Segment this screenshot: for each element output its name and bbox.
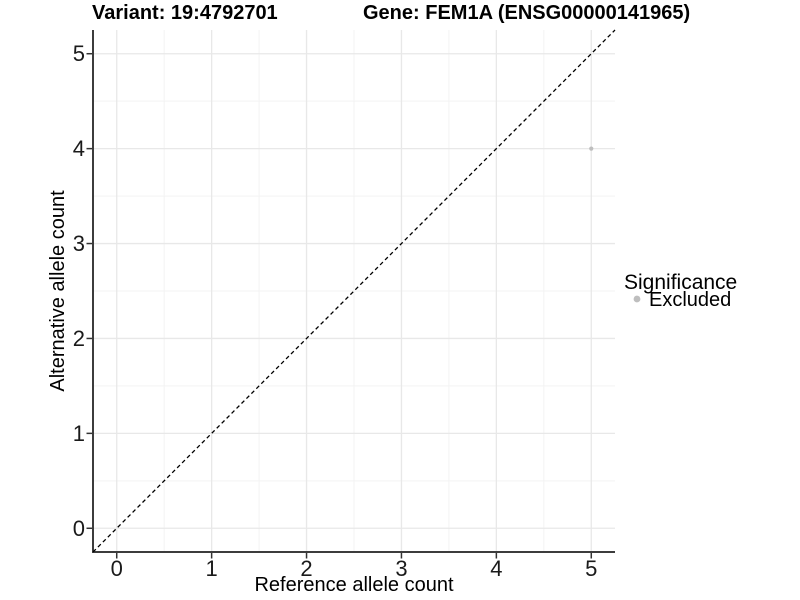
y-tick-label: 5 [73, 41, 85, 66]
y-tick-label: 2 [73, 326, 85, 351]
grid-minor [93, 30, 615, 552]
plot-title-variant: Variant: 19:4792701 [92, 2, 278, 24]
legend-title: Significance [624, 271, 737, 294]
axis-ticks [86, 52, 593, 559]
x-tick-labels: 0 1 2 3 4 5 [111, 556, 598, 581]
data-points [589, 146, 594, 151]
x-tick-label: 4 [490, 556, 502, 581]
x-tick-label: 0 [111, 556, 123, 581]
y-axis-title: Alternative allele count [47, 190, 69, 392]
x-tick-label: 1 [206, 556, 218, 581]
y-tick-label: 3 [73, 231, 85, 256]
grid-major [93, 30, 615, 552]
x-axis-title: Reference allele count [254, 574, 453, 596]
plot-title-gene: Gene: FEM1A (ENSG00000141965) [363, 2, 690, 24]
y-tick-label: 1 [73, 421, 85, 446]
legend-entry-label: Excluded [649, 289, 731, 311]
x-tick-label: 5 [585, 556, 597, 581]
data-point [589, 146, 594, 151]
y-tick-labels: 0 1 2 3 4 5 [73, 41, 85, 541]
y-tick-label: 0 [73, 516, 85, 541]
legend: Significance Excluded [624, 271, 737, 311]
legend-key-dot [633, 295, 641, 303]
x-tick-label: 2 [300, 556, 312, 581]
y-tick-label: 4 [73, 136, 85, 161]
x-tick-label: 3 [395, 556, 407, 581]
